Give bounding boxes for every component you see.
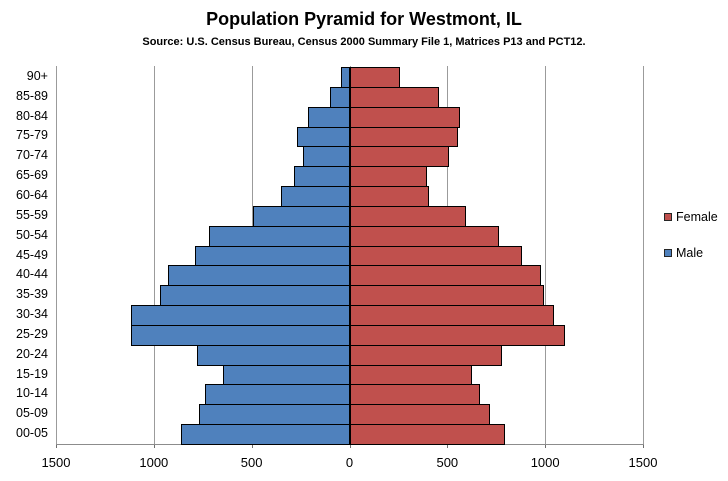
bar-male-85-89 (329, 86, 351, 108)
legend: Female Male (664, 210, 718, 282)
bar-male-65-69 (293, 166, 351, 188)
bar-male-45-49 (194, 245, 351, 267)
axis-tick (153, 444, 155, 448)
gridline (56, 66, 57, 444)
bar-male-50-54 (208, 225, 351, 247)
x-axis-label: 1000 (139, 455, 169, 470)
bar-male-80-84 (308, 106, 351, 128)
x-axis-label: 1500 (41, 455, 71, 470)
bar-female-45-49 (349, 245, 522, 267)
bar-female-20-24 (349, 344, 503, 366)
bar-female-25-29 (349, 324, 565, 346)
gridline (643, 66, 644, 444)
x-axis-label: 500 (436, 455, 459, 470)
axis-tick (447, 444, 449, 448)
bar-female-50-54 (349, 225, 500, 247)
age-label: 60-64 (16, 187, 48, 202)
legend-label-male: Male (676, 246, 704, 260)
gridline (545, 66, 547, 444)
bar-female-10-14 (349, 384, 480, 406)
age-label: 30-34 (16, 307, 48, 322)
legend-entry-female: Female (664, 210, 718, 224)
bar-female-40-44 (349, 265, 542, 287)
bar-male-20-24 (196, 344, 351, 366)
bar-male-75-79 (296, 126, 351, 148)
bar-female-35-39 (349, 285, 545, 307)
age-label: 85-89 (16, 88, 48, 103)
bar-male-40-44 (167, 265, 351, 287)
axis-tick (251, 444, 253, 448)
female-series-swatch-icon (664, 213, 672, 221)
age-label: 15-19 (16, 366, 48, 381)
chart-subtitle: Source: U.S. Census Bureau, Census 2000 … (142, 36, 586, 48)
bar-female-80-84 (349, 106, 461, 128)
legend-entry-male: Male (664, 246, 718, 260)
age-label: 05-09 (16, 406, 48, 421)
age-label: 35-39 (16, 287, 48, 302)
age-label: 70-74 (16, 148, 48, 163)
age-label: 00-05 (16, 426, 48, 441)
age-label: 75-79 (16, 128, 48, 143)
x-axis-label: 500 (240, 455, 263, 470)
age-label: 40-44 (16, 267, 48, 282)
axis-tick (349, 444, 351, 448)
axis-tick (545, 444, 547, 448)
x-axis-label: 1500 (628, 455, 658, 470)
gridline (153, 66, 155, 444)
bar-female-15-19 (349, 364, 472, 386)
bar-male-05-09 (198, 404, 351, 426)
bar-female-90+ (349, 67, 401, 88)
age-label: 20-24 (16, 346, 48, 361)
x-axis-label: 0 (345, 455, 354, 470)
bar-female-60-64 (349, 186, 429, 207)
bar-male-25-29 (131, 324, 351, 346)
chart-title: Population Pyramid for Westmont, IL (206, 9, 522, 29)
bar-male-15-19 (223, 364, 351, 386)
bar-male-60-64 (281, 186, 351, 207)
bar-female-05-09 (349, 404, 491, 426)
age-label: 80-84 (16, 108, 48, 123)
bar-female-00-05 (349, 424, 506, 445)
axis-tick (643, 444, 644, 448)
bar-female-55-59 (349, 205, 466, 227)
bar-male-10-14 (204, 384, 351, 406)
bar-male-35-39 (159, 285, 351, 307)
bar-female-70-74 (349, 146, 450, 168)
age-label: 10-14 (16, 386, 48, 401)
age-label: 90+ (26, 68, 48, 83)
age-label: 55-59 (16, 207, 48, 222)
age-label: 50-54 (16, 227, 48, 242)
age-label: 65-69 (16, 168, 48, 183)
bar-male-30-34 (131, 305, 351, 326)
bar-female-30-34 (349, 305, 554, 326)
bar-male-55-59 (252, 205, 351, 227)
axis-tick (56, 444, 57, 448)
bar-female-65-69 (349, 166, 427, 188)
male-series-swatch-icon (664, 249, 672, 257)
age-label: 25-29 (16, 326, 48, 341)
legend-label-female: Female (676, 210, 718, 224)
bar-male-00-05 (181, 424, 351, 445)
bar-male-70-74 (302, 146, 351, 168)
age-label: 45-49 (16, 247, 48, 262)
x-axis-label: 1000 (530, 455, 560, 470)
bar-female-75-79 (349, 126, 459, 148)
bar-female-85-89 (349, 86, 439, 108)
